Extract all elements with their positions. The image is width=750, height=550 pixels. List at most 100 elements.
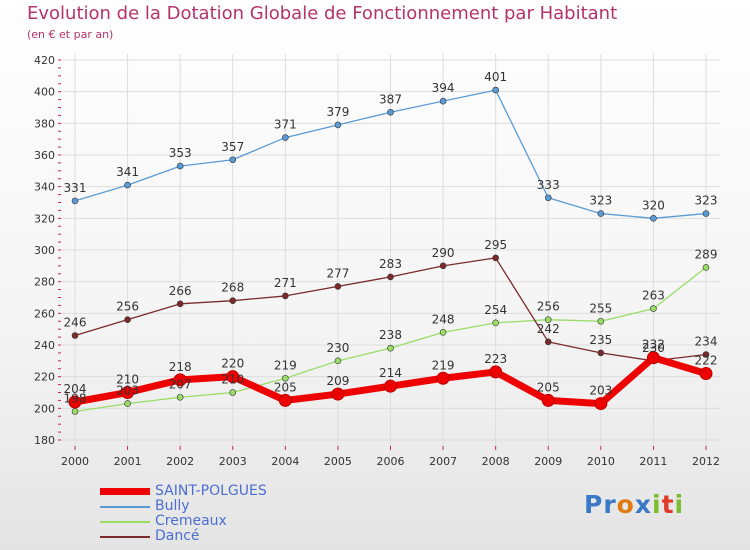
x-tick-label: 2005 [324,455,352,468]
x-tick-label: 2001 [114,455,142,468]
x-tick-label: 2011 [639,455,667,468]
x-tick-label: 2003 [219,455,247,468]
data-label: 290 [432,246,455,260]
data-label: 219 [274,358,297,372]
x-tick-label: 2009 [534,455,562,468]
y-tick-label: 420 [34,54,55,67]
legend-swatch [100,488,150,495]
data-label: 394 [432,81,455,95]
data-label: 203 [116,384,139,398]
chart-subtitle: (en € et par an) [27,28,114,41]
x-tick-label: 2004 [271,455,299,468]
y-tick-label: 260 [34,307,55,320]
data-point [387,108,394,116]
y-tick-label: 300 [34,244,55,257]
data-point [597,317,605,325]
logo-letter: i [674,490,685,519]
data-label: 248 [432,312,455,326]
data-point [436,371,450,385]
logo-letter: r [603,490,617,519]
data-point [492,319,499,327]
data-label: 401 [484,70,507,84]
data-label: 271 [274,276,297,290]
legend-label: SAINT-POLGUES [155,483,267,499]
data-label: 295 [484,238,507,252]
legend-label: Cremeaux [155,513,227,529]
data-point [334,283,342,290]
data-label: 219 [432,358,455,372]
data-point [229,156,237,164]
data-point [597,210,605,217]
data-point [68,395,82,409]
data-point [597,349,605,357]
logo-letter: x [634,490,652,519]
data-label: 357 [221,140,244,154]
chart-title: Evolution de la Dotation Globale de Fonc… [27,3,618,24]
data-label: 205 [274,380,297,394]
data-point [387,344,394,352]
data-label: 230 [326,341,349,355]
legend: SAINT-POLGUES Bully Cremeaux Dancé [100,484,267,544]
data-point [439,329,447,336]
data-point [229,389,237,396]
legend-label: Bully [155,498,190,514]
y-tick-label: 280 [34,276,55,289]
data-point [124,316,131,323]
data-point [121,386,135,399]
legend-swatch [100,520,150,523]
data-point [650,215,657,222]
data-label: 198 [64,392,87,406]
data-label: 320 [642,198,665,212]
data-point [71,197,79,205]
data-label: 371 [274,118,297,132]
logo-letter: P [584,490,604,519]
data-point [699,367,713,380]
data-point [226,370,240,384]
logo-letter: t [661,490,675,519]
legend-swatch [100,535,150,538]
data-label: 256 [116,300,139,314]
data-point [439,97,447,105]
y-tick-label: 400 [34,86,55,99]
data-point [176,162,184,170]
data-point [282,134,289,141]
data-point [544,194,552,202]
data-point [124,181,131,189]
data-point [439,262,447,270]
legend-swatch [100,505,150,508]
data-label: 246 [64,316,87,330]
data-label: 268 [221,281,244,295]
data-point [492,86,499,94]
data-label: 379 [326,105,349,119]
data-label: 223 [484,352,507,366]
data-point [124,400,131,407]
legend-item: Dancé [100,529,267,544]
legend-item: Cremeaux [100,514,267,529]
data-point [331,387,345,401]
data-point [702,210,710,217]
data-point [544,316,552,323]
data-point [278,393,292,407]
data-label: 256 [537,300,560,314]
data-point [334,121,342,129]
x-tick-label: 2000 [61,455,89,468]
data-point [71,332,79,339]
data-label: 222 [695,354,718,368]
data-point [384,379,397,393]
y-tick-label: 180 [34,434,55,447]
legend-label: Dancé [155,528,200,544]
data-label: 242 [537,322,560,336]
data-point [176,393,184,401]
data-point [702,351,710,358]
x-tick-label: 2008 [482,455,510,468]
data-label: 209 [326,374,349,388]
data-point [541,393,555,407]
data-label: 218 [169,360,192,374]
legend-item: Bully [100,499,267,514]
data-point [176,300,184,308]
x-tick-label: 2002 [166,455,194,468]
data-label: 323 [589,194,612,208]
data-point [489,365,503,379]
data-label: 331 [64,181,87,195]
